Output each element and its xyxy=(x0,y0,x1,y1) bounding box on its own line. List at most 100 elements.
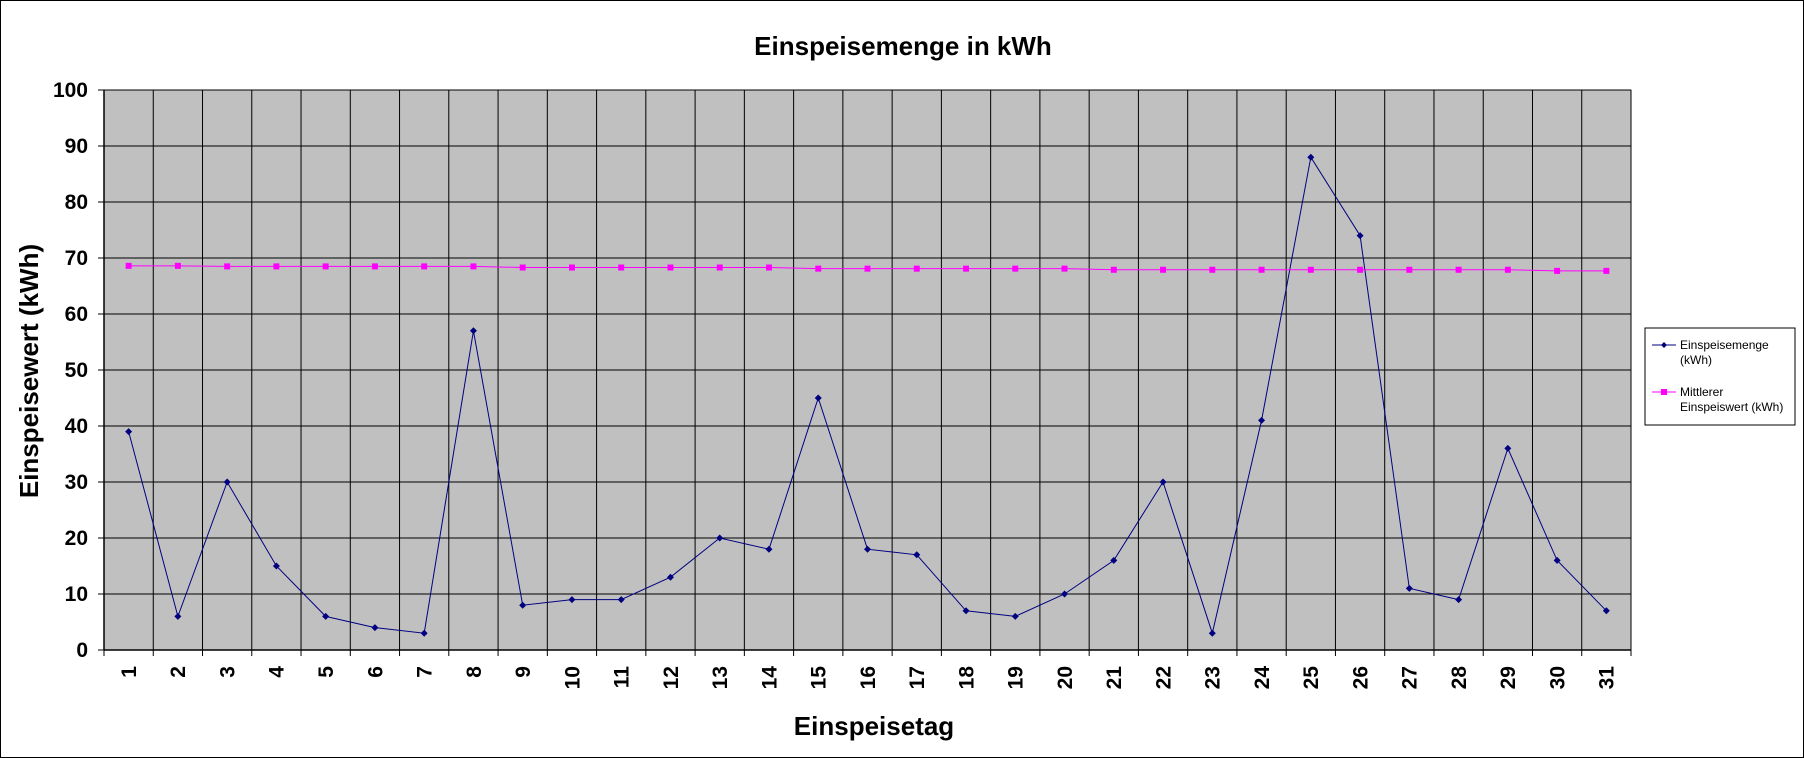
x-tick-label: 25 xyxy=(1300,666,1323,690)
data-point xyxy=(371,263,378,270)
data-point xyxy=(568,264,575,271)
x-tick-label: 10 xyxy=(561,666,584,689)
data-point xyxy=(174,612,182,620)
data-point xyxy=(1356,232,1364,240)
data-point xyxy=(125,428,133,436)
data-point xyxy=(1110,556,1118,564)
x-tick-label: 3 xyxy=(216,666,239,678)
series-einspeisemenge xyxy=(125,153,1610,637)
x-tick-label: 15 xyxy=(808,666,831,690)
data-point xyxy=(1406,266,1413,273)
chart-title: Einspeisemenge in kWh xyxy=(754,31,1052,61)
x-tick-label: 30 xyxy=(1546,666,1569,689)
data-point xyxy=(1159,478,1167,486)
x-tick-label: 14 xyxy=(758,666,781,690)
data-point xyxy=(273,263,280,270)
y-tick-label: 60 xyxy=(65,303,88,326)
x-tick-label: 2 xyxy=(167,666,190,678)
data-point xyxy=(1061,265,1068,272)
legend-box xyxy=(1644,327,1796,426)
x-tick-label: 27 xyxy=(1399,666,1422,689)
data-point xyxy=(1258,266,1265,273)
x-tick-label: 29 xyxy=(1497,666,1520,689)
y-tick-label: 70 xyxy=(65,247,88,270)
data-point xyxy=(1209,266,1216,273)
data-point xyxy=(1602,607,1610,615)
data-point xyxy=(174,262,181,269)
x-tick-label: 8 xyxy=(463,666,486,678)
data-point xyxy=(913,551,921,559)
data-point xyxy=(617,596,625,604)
y-tick-label: 10 xyxy=(65,583,88,606)
x-tick-label: 5 xyxy=(315,666,338,678)
x-tick-label: 1 xyxy=(118,666,141,678)
x-tick-label: 21 xyxy=(1103,666,1126,690)
data-point xyxy=(223,478,231,486)
x-tick-label: 26 xyxy=(1349,666,1372,689)
series-mittlerer-einspeiswert xyxy=(125,262,1610,274)
data-point xyxy=(1603,267,1610,274)
data-point xyxy=(272,562,280,570)
data-point xyxy=(765,545,773,553)
data-point xyxy=(469,327,477,335)
y-tick-label: 100 xyxy=(53,79,88,102)
data-point xyxy=(1307,266,1314,273)
y-tick-label: 0 xyxy=(76,639,88,662)
data-point xyxy=(1110,266,1117,273)
x-tick-label: 18 xyxy=(955,666,978,690)
data-point xyxy=(568,596,576,604)
data-point xyxy=(224,263,231,270)
y-tick-label: 20 xyxy=(65,527,88,550)
data-point xyxy=(913,265,920,272)
data-point xyxy=(470,263,477,270)
data-point xyxy=(1011,612,1019,620)
legend-label: Mittlerer xyxy=(1680,385,1723,399)
data-point xyxy=(371,624,379,632)
data-point xyxy=(716,264,723,271)
data-point xyxy=(1455,596,1463,604)
series-lines xyxy=(125,153,1610,637)
data-point xyxy=(421,263,428,270)
y-axis-title: Einspeisewert (kWh) xyxy=(14,244,44,498)
data-point xyxy=(667,264,674,271)
data-point xyxy=(716,534,724,542)
data-point xyxy=(765,264,772,271)
data-point xyxy=(1061,590,1069,598)
data-point xyxy=(1258,416,1266,424)
data-point xyxy=(1160,266,1167,273)
x-tick-label: 11 xyxy=(611,666,634,689)
x-tick-label: 23 xyxy=(1202,666,1225,689)
data-point xyxy=(1307,153,1315,161)
legend-label: Einspeiswert (kWh) xyxy=(1680,400,1783,414)
data-point xyxy=(864,545,871,553)
y-tick-label: 50 xyxy=(65,359,88,382)
data-point xyxy=(1554,267,1561,274)
x-tick-label: 16 xyxy=(857,666,880,689)
x-tick-label: 28 xyxy=(1448,666,1471,690)
data-point xyxy=(1012,265,1019,272)
data-point xyxy=(815,265,822,272)
data-point xyxy=(814,394,822,402)
y-tick-label: 90 xyxy=(65,135,88,158)
y-axis-ticks: 0 10 20 30 40 50 60 70 80 90 100 xyxy=(53,79,104,662)
legend-marker xyxy=(1661,389,1667,395)
x-tick-label: 6 xyxy=(364,666,387,678)
y-tick-label: 30 xyxy=(65,471,88,494)
data-point xyxy=(963,265,970,272)
data-point xyxy=(125,262,132,269)
x-tick-label: 31 xyxy=(1596,666,1619,690)
legend: Einspeisemenge(kWh) MittlererEinspeiswert… xyxy=(1644,327,1796,426)
data-point xyxy=(519,264,526,271)
y-tick-label: 80 xyxy=(65,191,88,214)
data-point xyxy=(1455,266,1462,273)
data-point xyxy=(618,264,625,271)
x-tick-label: 20 xyxy=(1054,666,1077,689)
data-point xyxy=(962,607,970,615)
x-tick-label: 12 xyxy=(660,666,683,689)
x-tick-label: 4 xyxy=(266,666,289,678)
data-point xyxy=(1405,584,1413,592)
x-axis-ticks: 1 2 3 4 5 6 7 8 9 10 11 12 13 14 15 16 17 18 19 20 21 22 23 24 2… xyxy=(103,650,1632,690)
x-axis-title: Einspeisetag xyxy=(794,711,954,741)
